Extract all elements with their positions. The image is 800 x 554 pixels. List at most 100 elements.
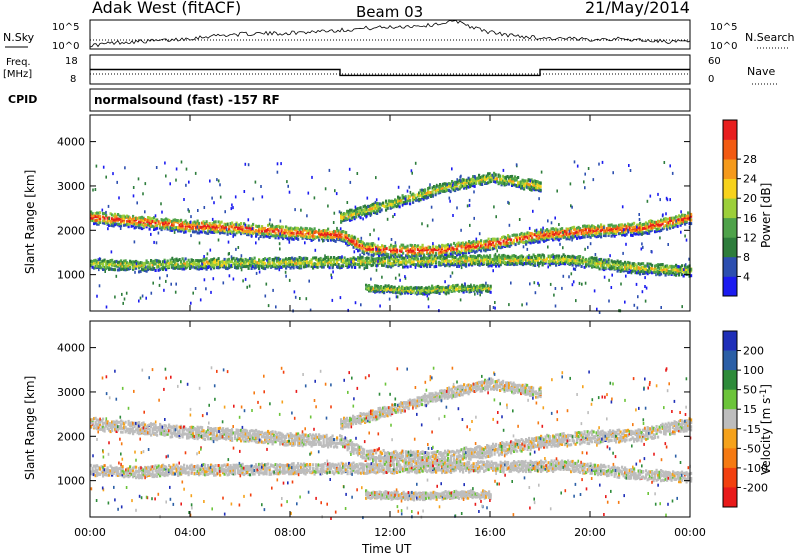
echo-cell	[151, 260, 154, 264]
echo-cell	[517, 236, 520, 240]
echo-cell	[673, 218, 676, 222]
echo-cell	[357, 263, 360, 266]
echo-cell	[499, 245, 502, 249]
echo-cell	[114, 260, 117, 264]
echo-cell	[154, 218, 157, 222]
echo-cell	[244, 257, 247, 261]
noise-cell	[132, 194, 135, 198]
echo-cell	[247, 226, 250, 230]
echo-cell	[382, 245, 385, 249]
echo-cell	[229, 222, 232, 226]
echo-cell	[318, 230, 321, 234]
echo-cell	[307, 263, 310, 266]
echo-cell	[481, 246, 484, 250]
noise-cell	[657, 192, 659, 196]
echo-cell	[341, 217, 344, 221]
echo-cell	[148, 218, 151, 222]
echo-cell	[448, 255, 451, 258]
echo-cell	[342, 239, 345, 243]
echo-cell	[163, 258, 166, 262]
echo-cell	[357, 249, 360, 253]
echo-cell	[436, 246, 439, 249]
noise-cell	[346, 201, 349, 204]
echo-cell	[483, 286, 486, 290]
noise-cell	[300, 208, 302, 212]
noise-cell	[339, 296, 342, 300]
noise-cell	[393, 213, 396, 216]
echo-cell	[103, 266, 106, 269]
echo-cell	[583, 224, 586, 228]
noise-cell	[633, 303, 636, 307]
echo-cell	[214, 263, 217, 267]
echo-cell	[624, 265, 627, 269]
echo-cell	[430, 248, 433, 252]
echo-cell	[457, 262, 460, 266]
echo-cell	[595, 228, 598, 232]
echo-cell	[333, 232, 336, 236]
echo-cell	[96, 219, 99, 222]
noise-cell	[575, 299, 577, 303]
echo-cell	[532, 259, 535, 263]
echo-cell	[202, 257, 205, 261]
noise-cell	[431, 218, 434, 222]
echo-cell	[351, 257, 354, 261]
echo-cell	[449, 286, 452, 290]
echo-cell	[543, 231, 546, 235]
echo-cell	[666, 264, 669, 268]
echo-cell	[154, 221, 157, 225]
echo-cell	[151, 265, 154, 269]
echo-cell	[216, 227, 219, 231]
echo-cell	[259, 264, 262, 268]
echo-cell	[634, 232, 637, 236]
echo-cell	[207, 231, 210, 235]
echo-cell	[353, 212, 356, 216]
noise-cell	[285, 274, 287, 278]
echo-cell	[499, 177, 502, 181]
echo-cell	[472, 184, 475, 188]
echo-cell	[558, 230, 561, 234]
echo-cell	[541, 263, 544, 267]
echo-cell	[226, 267, 229, 271]
echo-cell	[535, 181, 538, 185]
echo-cell	[376, 204, 379, 208]
echo-cell	[174, 226, 177, 230]
echo-cell	[597, 231, 600, 235]
echo-cell	[588, 233, 591, 237]
echo-cell	[679, 217, 682, 221]
echo-cell	[478, 246, 481, 250]
echo-cell	[186, 260, 189, 264]
echo-cell	[297, 230, 300, 234]
echo-cell	[475, 261, 478, 265]
echo-cell	[462, 241, 465, 245]
echo-cell	[280, 265, 283, 269]
echo-cell	[568, 262, 571, 266]
echo-cell	[639, 262, 642, 266]
echo-cell	[539, 185, 542, 189]
echo-cell	[552, 258, 555, 262]
echo-cell	[181, 263, 184, 267]
echo-cell	[549, 263, 552, 267]
echo-cell	[428, 290, 431, 294]
echo-cell	[213, 263, 216, 267]
echo-cell	[497, 173, 500, 177]
echo-cell	[631, 222, 634, 226]
echo-cell	[415, 245, 418, 249]
echo-cell	[361, 211, 364, 215]
echo-cell	[615, 230, 618, 234]
echo-cell	[618, 266, 621, 270]
echo-cell	[106, 259, 109, 263]
echo-cell	[613, 260, 616, 264]
echo-cell	[476, 176, 479, 180]
echo-cell	[571, 257, 574, 261]
noise-cell	[576, 164, 579, 168]
echo-cell	[327, 264, 330, 268]
echo-cell	[453, 247, 456, 251]
echo-cell	[528, 231, 531, 235]
echo-cell	[237, 258, 240, 262]
noise-cell	[159, 276, 161, 280]
echo-cell	[208, 230, 211, 234]
echo-cell	[235, 265, 238, 269]
echo-cell	[406, 260, 409, 264]
echo-cell	[494, 173, 497, 177]
echo-cell	[157, 265, 160, 269]
